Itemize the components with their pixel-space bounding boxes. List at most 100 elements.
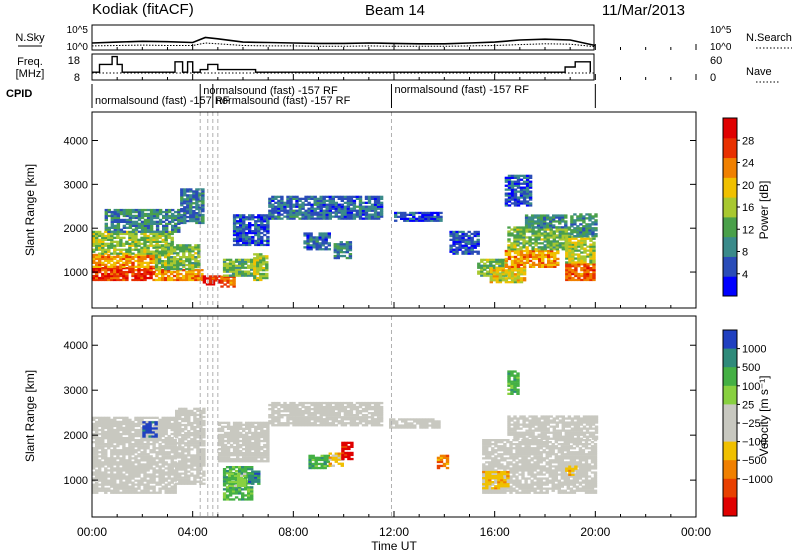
scatter-cell bbox=[519, 255, 524, 259]
scatter-cell bbox=[116, 469, 120, 472]
scatter-cell bbox=[190, 454, 194, 457]
scatter-cell bbox=[161, 276, 165, 280]
scatter-cell bbox=[182, 252, 186, 255]
scatter-cell bbox=[504, 257, 509, 261]
scatter-cell bbox=[187, 434, 191, 437]
scatter-cell bbox=[319, 203, 323, 206]
scatter-cell bbox=[178, 462, 182, 465]
scatter-cell bbox=[298, 217, 302, 220]
scatter-cell bbox=[182, 278, 186, 282]
scatter-cell bbox=[181, 462, 185, 465]
scatter-cell bbox=[181, 430, 185, 433]
scatter-cell bbox=[214, 279, 219, 282]
scatter-cell bbox=[226, 285, 230, 288]
scatter-cell bbox=[134, 214, 139, 218]
scatter-cell bbox=[140, 426, 144, 430]
scatter-cell bbox=[167, 437, 171, 440]
scatter-cell bbox=[263, 226, 267, 229]
freq-left-tick-top: 18 bbox=[68, 55, 80, 67]
scatter-cell bbox=[128, 253, 132, 257]
scatter-cell bbox=[516, 244, 520, 247]
scatter-cell bbox=[134, 242, 138, 245]
scatter-cell bbox=[116, 272, 120, 276]
scatter-cell bbox=[217, 452, 222, 455]
scatter-cell bbox=[201, 208, 205, 211]
scatter-cell bbox=[217, 454, 222, 457]
scatter-cell bbox=[92, 447, 96, 450]
scatter-cell bbox=[92, 234, 96, 238]
scatter-cell bbox=[98, 428, 102, 432]
scatter-cell bbox=[319, 207, 323, 210]
scatter-cell bbox=[355, 408, 360, 411]
scatter-cell bbox=[125, 420, 129, 424]
scatter-cell bbox=[254, 228, 258, 231]
scatter-cell bbox=[146, 447, 150, 450]
scatter-cell bbox=[513, 277, 518, 280]
scatter-cell bbox=[110, 278, 114, 282]
scatter-cell bbox=[158, 471, 162, 474]
scatter-cell bbox=[170, 479, 174, 482]
scatter-cell bbox=[439, 217, 443, 220]
scatter-cell bbox=[325, 410, 329, 413]
scatter-cell bbox=[119, 422, 123, 426]
scatter-cell bbox=[589, 253, 593, 256]
scatter-cell bbox=[201, 210, 205, 213]
scatter-cell bbox=[289, 209, 293, 212]
scatter-cell bbox=[370, 420, 375, 423]
scatter-cell bbox=[274, 403, 278, 407]
scatter-cell bbox=[193, 482, 197, 485]
scatter-cell bbox=[223, 452, 228, 455]
scatter-cell bbox=[125, 261, 129, 264]
scatter-cell bbox=[549, 240, 553, 243]
scatter-cell bbox=[257, 220, 261, 223]
noise-right-label: N.Search bbox=[746, 32, 792, 44]
scatter-cell bbox=[140, 447, 144, 450]
scatter-cell bbox=[146, 250, 150, 253]
scatter-cell bbox=[324, 242, 328, 245]
scatter-cell bbox=[467, 230, 471, 234]
scatter-cell bbox=[522, 232, 526, 235]
scatter-cell bbox=[232, 216, 237, 219]
scatter-cell bbox=[92, 461, 96, 464]
scatter-cell bbox=[167, 451, 171, 454]
scatter-cell bbox=[461, 250, 465, 253]
scatter-cell bbox=[175, 450, 179, 453]
scatter-cell bbox=[98, 439, 102, 442]
scatter-cell bbox=[95, 246, 99, 249]
scatter-cell bbox=[140, 250, 144, 253]
scatter-cell bbox=[307, 203, 311, 206]
scatter-cell bbox=[358, 403, 363, 407]
scatter-cell bbox=[186, 208, 190, 211]
scatter-cell bbox=[155, 240, 159, 243]
scatter-cell bbox=[113, 230, 117, 233]
scatter-cell bbox=[125, 214, 130, 218]
scatter-cell bbox=[489, 267, 493, 270]
scatter-cell bbox=[519, 269, 524, 272]
scatter-cell bbox=[271, 195, 275, 198]
scatter-cell bbox=[131, 447, 135, 450]
scatter-cell bbox=[192, 194, 196, 197]
scatter-cell bbox=[161, 246, 165, 249]
scatter-cell bbox=[113, 449, 117, 452]
scatter-cell bbox=[346, 205, 351, 208]
scatter-cell bbox=[170, 246, 174, 249]
scatter-cell bbox=[313, 405, 317, 409]
scatter-cell bbox=[295, 203, 299, 206]
scatter-cell bbox=[158, 210, 163, 214]
scatter-cell bbox=[104, 269, 108, 272]
scatter-cell bbox=[119, 487, 123, 490]
scatter-cell bbox=[589, 255, 593, 258]
scatter-cell bbox=[582, 229, 586, 232]
scatter-cell bbox=[228, 260, 233, 263]
scatter-cell bbox=[266, 235, 270, 239]
scatter-cell bbox=[531, 253, 536, 257]
scatter-cell bbox=[104, 224, 108, 227]
scatter-cell bbox=[222, 262, 227, 265]
scatter-cell bbox=[189, 202, 193, 205]
scatter-cell bbox=[193, 417, 197, 421]
scatter-cell bbox=[522, 242, 526, 245]
scatter-cell bbox=[325, 217, 329, 220]
scatter-cell bbox=[107, 228, 111, 231]
scatter-cell bbox=[241, 258, 245, 261]
scatter-cell bbox=[594, 221, 598, 224]
